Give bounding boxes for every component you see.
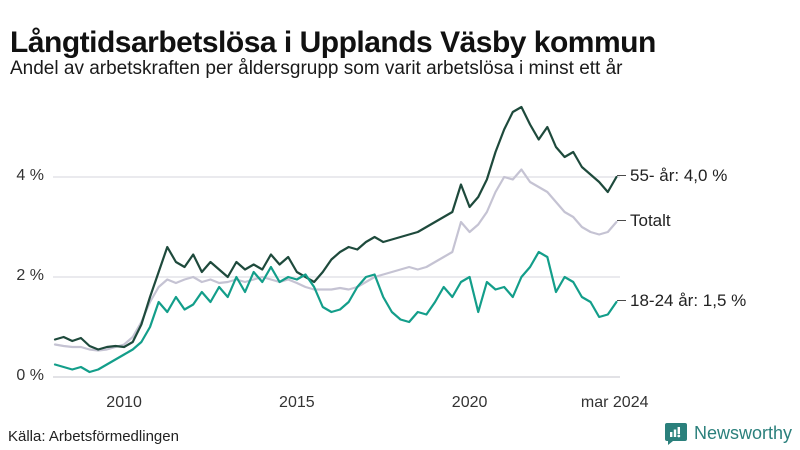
label-connector-dash — [617, 174, 626, 176]
label-connector-dash — [617, 219, 626, 221]
page-title: Långtidsarbetslösa i Upplands Väsby komm… — [10, 26, 656, 60]
y-axis-tick-0: 0 % — [16, 367, 44, 384]
series-label-18-24-ar: 18-24 år: 1,5 % — [617, 291, 746, 311]
newsworthy-brand: Newsworthy — [664, 421, 792, 445]
newsworthy-brand-text: Newsworthy — [693, 422, 792, 443]
y-axis-tick-4: 4 % — [16, 167, 44, 184]
newsworthy-logo-icon — [664, 423, 687, 445]
label-connector-dash — [617, 299, 626, 301]
x-axis-tick-mar-2024: mar 2024 — [580, 394, 649, 411]
x-axis-tick-2010: 2010 — [106, 394, 142, 411]
series-label-totalt: Totalt — [617, 211, 671, 231]
series-label-55-ar: 55- år: 4,0 % — [617, 166, 727, 186]
source-attribution: Källa: Arbetsförmedlingen — [8, 428, 179, 445]
x-axis-tick-2020: 2020 — [451, 394, 488, 411]
x-axis-tick-2015: 2015 — [279, 394, 315, 411]
page-subtitle: Andel av arbetskraften per åldersgrupp s… — [10, 58, 623, 79]
y-axis-tick-2: 2 % — [16, 267, 44, 284]
